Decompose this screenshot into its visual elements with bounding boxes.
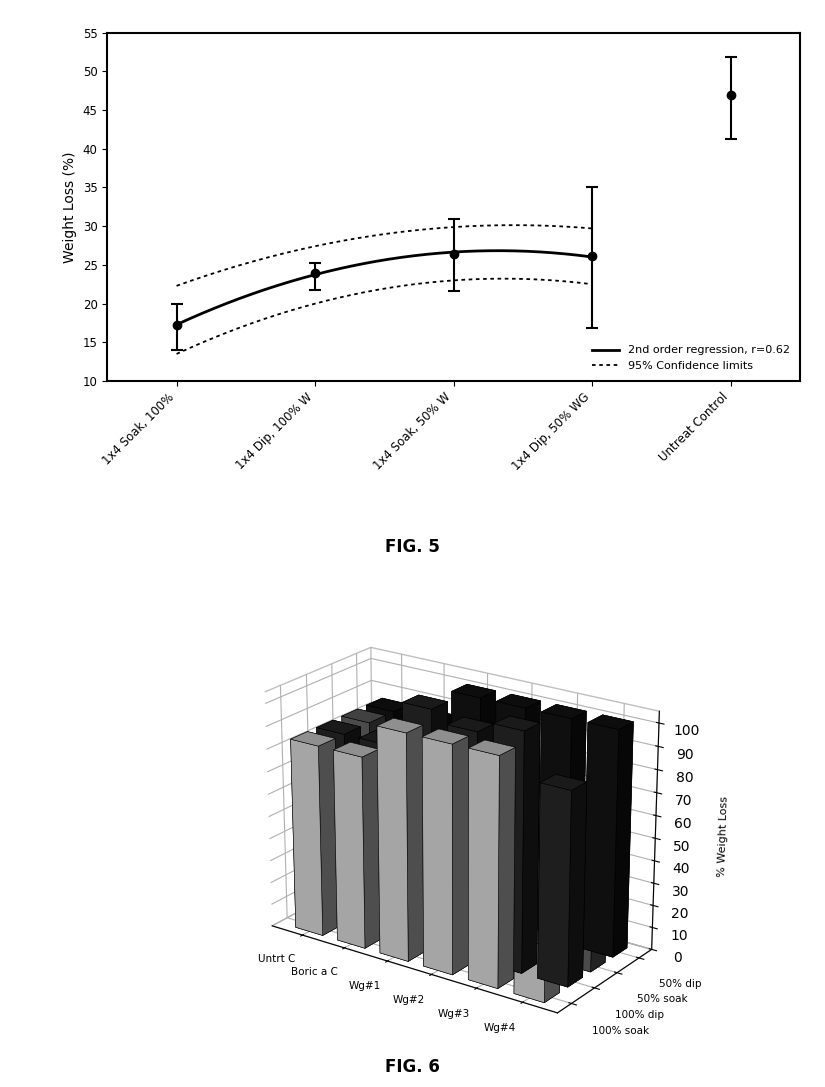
Legend: 2nd order regression, r=0.62, 95% Confidence limits: 2nd order regression, r=0.62, 95% Confid… (587, 341, 794, 375)
Text: FIG. 6: FIG. 6 (385, 1058, 440, 1076)
Text: FIG. 5: FIG. 5 (385, 538, 440, 557)
Y-axis label: Weight Loss (%): Weight Loss (%) (63, 151, 77, 263)
